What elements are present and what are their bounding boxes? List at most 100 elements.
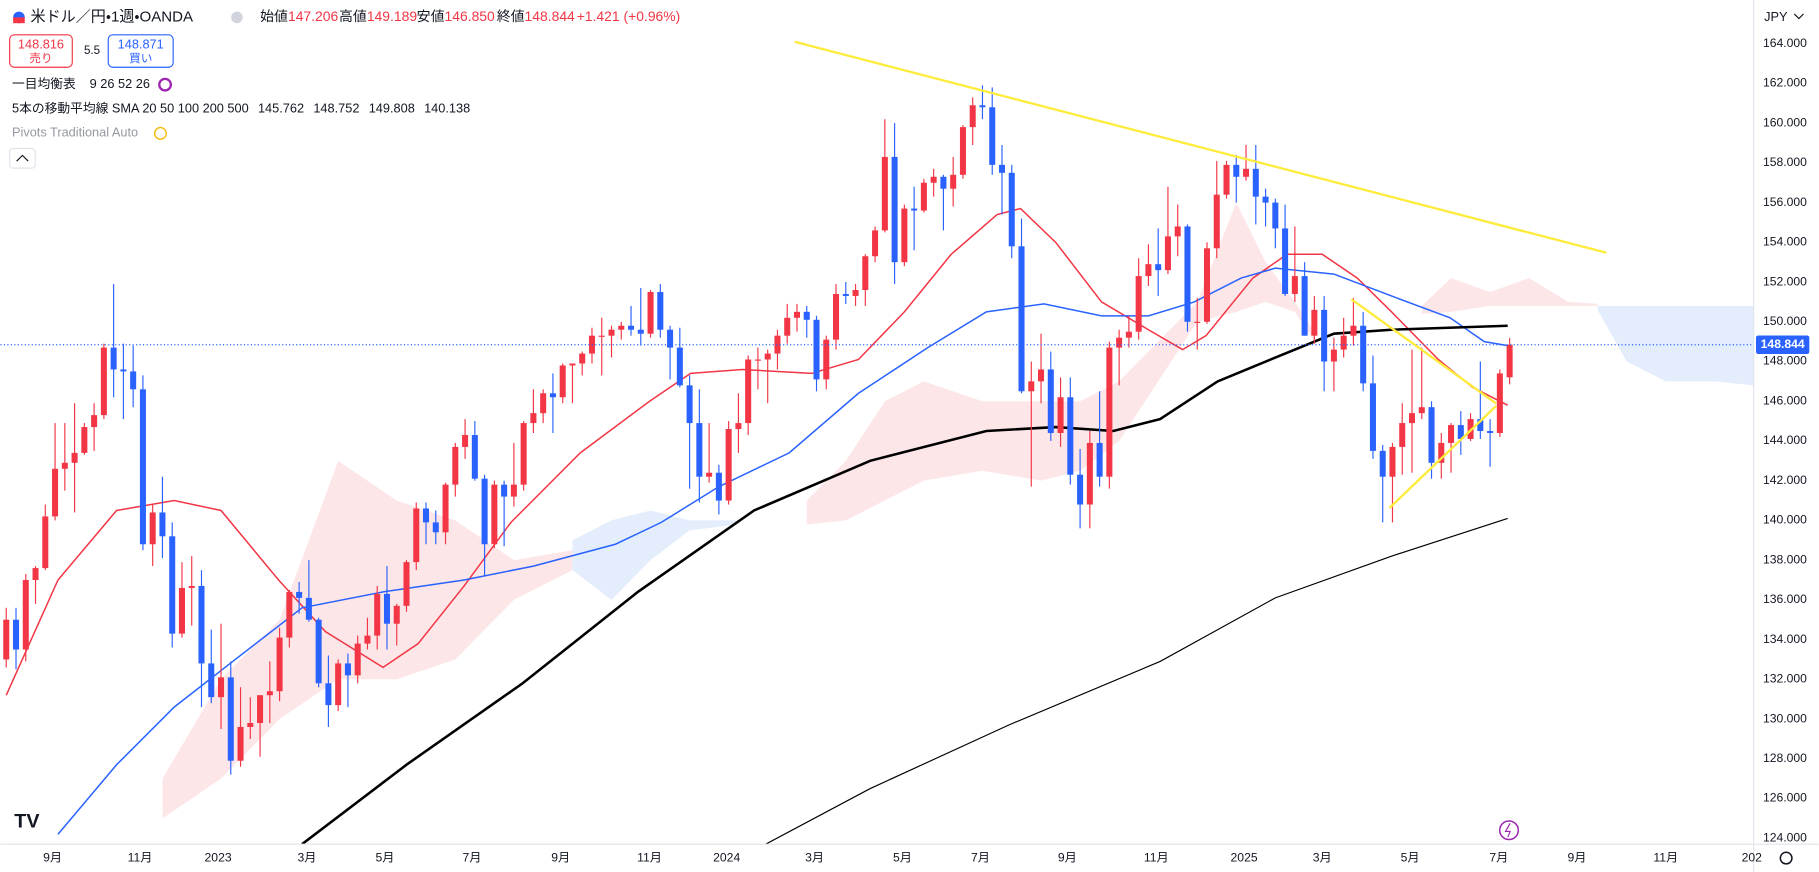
candle-body (803, 311, 810, 320)
candle-body (169, 536, 176, 634)
candle-body (833, 293, 840, 340)
moving-average (5, 207, 1509, 696)
candle-body (1116, 337, 1123, 348)
currency[interactable]: JPY (1764, 9, 1788, 24)
x-tick-label: 3月 (297, 850, 316, 864)
indicator-name[interactable]: 5本の移動平均線 SMA 20 50 100 200 500 (12, 100, 249, 115)
hidden-icon[interactable] (153, 126, 167, 140)
candle-body (608, 329, 615, 336)
sell-button[interactable] (9, 34, 73, 68)
buy-button[interactable] (107, 34, 174, 68)
candle-body (227, 677, 234, 761)
events-icon[interactable] (1498, 820, 1520, 841)
candle-body (725, 429, 732, 501)
y-tick-label: 154.000 (1763, 235, 1807, 249)
indicator-name[interactable]: Pivots Traditional Auto (12, 125, 138, 140)
candle-body (764, 353, 771, 360)
y-tick-label: 140.000 (1763, 513, 1807, 527)
moving-average (765, 517, 1508, 845)
candle-body (1077, 474, 1084, 505)
candle-body (1243, 168, 1250, 177)
candle-body (91, 415, 98, 428)
ohlc-label: 安値 (417, 8, 445, 24)
candle-body (998, 164, 1006, 173)
indicator-params: 9 26 52 26 (90, 76, 150, 91)
candle-body (1194, 321, 1201, 323)
spread: 5.5 (84, 45, 100, 57)
events-icon (1504, 823, 1512, 838)
x-tick-label: 9月 (43, 850, 62, 864)
x-tick-label: 9月 (1058, 850, 1077, 864)
x-tick-label: 3月 (805, 850, 824, 864)
candle-body (286, 591, 293, 638)
candle-body (686, 385, 693, 424)
ohlc-value: 147.206 (288, 8, 339, 24)
trend-line[interactable] (1350, 298, 1497, 405)
candle-body (1086, 442, 1093, 505)
ohlc-label: 終値 (497, 8, 525, 24)
ma-legend-value: 145.762 (258, 100, 304, 115)
candle-body (1028, 381, 1035, 392)
candle-body (1487, 431, 1494, 434)
settings-icon[interactable] (1779, 851, 1793, 865)
candle-body (71, 452, 78, 463)
y-tick-label: 162.000 (1763, 76, 1807, 90)
ohlc-value: 148.844 (525, 8, 576, 24)
indicator-name[interactable]: 一目均衡表 (12, 76, 76, 91)
x-tick-label: 2023 (205, 850, 232, 864)
candle-body (881, 156, 888, 231)
candle-body (383, 593, 390, 624)
candle-body (3, 619, 10, 660)
candle-body (354, 643, 361, 676)
candle-body (81, 427, 88, 453)
candle-body (1106, 347, 1113, 477)
symbol[interactable]: 米ドル／円・1週・OANDA (31, 8, 195, 25)
candle-body (745, 359, 752, 424)
candle-body (1301, 276, 1308, 336)
x-tick-label: 7月 (462, 850, 481, 864)
candle-body (188, 585, 195, 588)
candle-body (1135, 276, 1142, 332)
candle-body (159, 512, 166, 537)
ohlc-label: 始値 (260, 8, 288, 24)
y-tick-label: 156.000 (1763, 195, 1807, 209)
candle-body (1360, 325, 1367, 384)
y-tick-label: 152.000 (1763, 274, 1807, 288)
x-tick-label: 3月 (1313, 850, 1332, 864)
candle-body (491, 484, 498, 545)
candle-body (393, 605, 400, 624)
logo[interactable]: TV (14, 810, 39, 832)
x-tick-label: 9月 (551, 850, 570, 864)
candle-body (940, 176, 947, 189)
indicator-icon[interactable] (158, 77, 173, 92)
last-price-label: 148.844 (1761, 337, 1805, 351)
candle-body (1408, 413, 1416, 424)
candle-body (920, 182, 927, 211)
candle-body (1174, 226, 1181, 237)
candle-body (1184, 226, 1191, 322)
trend-line[interactable] (794, 40, 1607, 254)
candle-body (1369, 383, 1376, 451)
candle-body (579, 353, 586, 364)
candle-body (862, 256, 869, 290)
candle-body (540, 393, 547, 414)
y-tick-label: 144.000 (1763, 433, 1807, 447)
candle-body (647, 291, 654, 334)
trend-line[interactable] (1388, 405, 1498, 509)
x-tick-label: 5月 (376, 850, 395, 864)
candle-body (1457, 425, 1464, 439)
candle-body (61, 462, 68, 469)
candle-body (657, 291, 664, 330)
candle-body (32, 568, 39, 580)
candle-body (100, 347, 107, 416)
candle-body (852, 289, 859, 296)
collapse-button[interactable] (9, 147, 36, 169)
candle-body (208, 663, 215, 698)
candle-body (891, 156, 898, 263)
candle-body (1496, 373, 1503, 434)
candle-body (1438, 442, 1445, 463)
y-tick-label: 148.000 (1763, 354, 1807, 368)
candle-body (1428, 407, 1435, 463)
